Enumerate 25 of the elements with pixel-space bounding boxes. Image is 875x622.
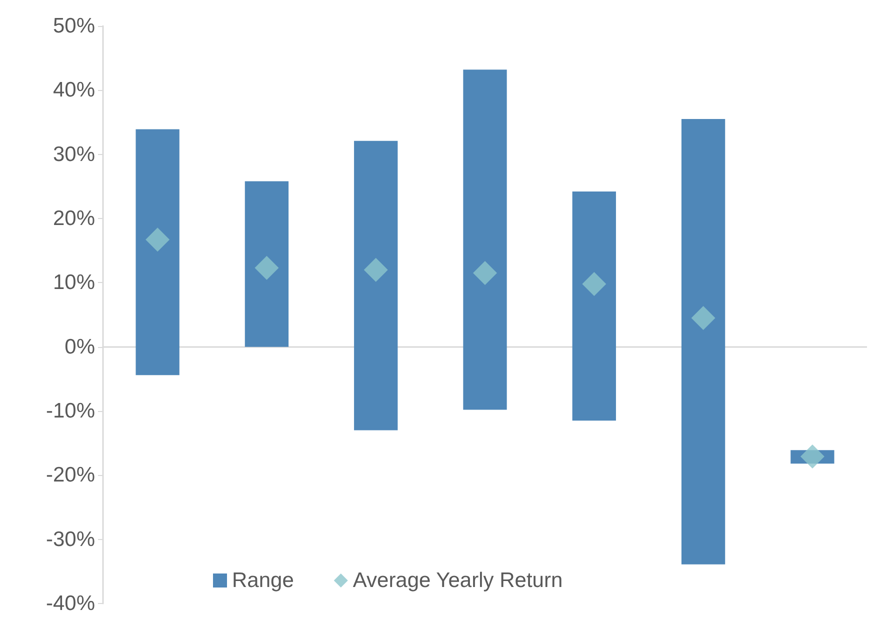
y-tick-label: -20%	[46, 464, 95, 487]
y-tick-label: -40%	[46, 592, 95, 615]
y-tick-label: 10%	[52, 271, 95, 294]
bar	[681, 119, 726, 564]
y-tick-label: 20%	[52, 207, 95, 230]
y-tick-label: 0%	[64, 335, 95, 358]
bar	[354, 140, 398, 430]
point	[473, 261, 497, 286]
point	[582, 272, 606, 296]
y-tick-label: 40%	[52, 78, 95, 102]
legend-label: Average Yearly Return	[352, 569, 563, 592]
point	[800, 444, 824, 469]
point	[691, 306, 716, 330]
bar	[136, 129, 180, 376]
y-tick-label: 30%	[52, 142, 95, 166]
bar	[244, 181, 289, 347]
bar	[463, 70, 507, 410]
y-tick-label: -30%	[46, 528, 95, 551]
y-tick-label: 50%	[52, 14, 95, 38]
point	[254, 256, 279, 280]
point	[146, 228, 170, 252]
y-tick-label: -10%	[46, 400, 95, 422]
bar	[572, 192, 616, 421]
legend-label: Range	[232, 569, 294, 592]
point	[364, 258, 388, 282]
